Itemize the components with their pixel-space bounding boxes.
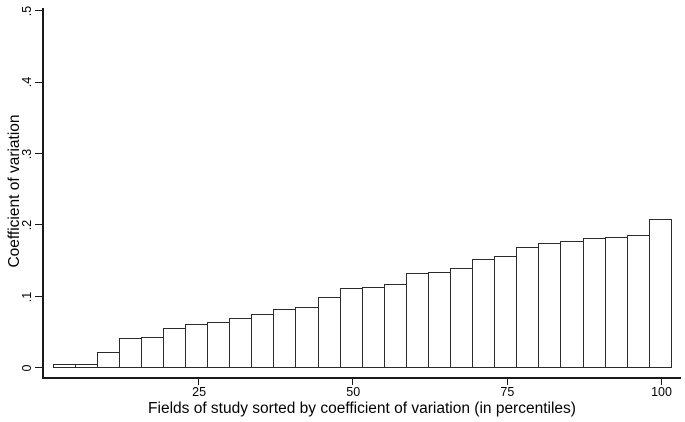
x-tick-label: 50	[346, 385, 361, 399]
x-axis-title: Fields of study sorted by coefficient of…	[148, 400, 576, 417]
bar	[273, 308, 297, 368]
y-tick-mark	[35, 224, 42, 226]
y-tick-label: .1	[19, 291, 34, 302]
x-tick-mark	[352, 379, 354, 385]
bar	[582, 238, 606, 368]
x-tick-mark	[660, 379, 662, 385]
bar	[163, 328, 187, 368]
bar	[339, 288, 363, 368]
bar	[52, 364, 76, 368]
y-tick-label: 0	[19, 364, 34, 372]
x-tick-label: 25	[192, 385, 207, 399]
bar	[648, 218, 672, 368]
bar	[538, 243, 562, 368]
bar	[74, 364, 98, 368]
bar	[626, 235, 650, 368]
x-tick-mark	[198, 379, 200, 385]
bar	[295, 306, 319, 368]
x-tick-mark	[506, 379, 508, 385]
bar	[251, 313, 275, 368]
bar	[516, 246, 540, 368]
y-tick-label: .5	[19, 5, 34, 17]
x-tick-label: 75	[500, 385, 515, 399]
y-tick-label: .4	[19, 77, 34, 88]
bar	[207, 322, 231, 368]
y-tick-mark	[35, 153, 42, 154]
bar	[361, 287, 385, 368]
bar	[229, 318, 253, 368]
bar	[560, 240, 584, 368]
bar	[96, 352, 120, 368]
bar	[450, 268, 474, 368]
bar	[185, 323, 209, 368]
y-tick-mark	[35, 81, 42, 83]
bar	[604, 236, 628, 368]
bar	[140, 337, 164, 368]
y-axis-line	[42, 8, 44, 379]
bar	[317, 297, 341, 368]
bar	[472, 258, 496, 368]
y-tick-mark	[35, 10, 42, 12]
bar	[494, 255, 518, 368]
y-tick-mark	[35, 367, 42, 369]
bar	[427, 271, 452, 368]
bar	[118, 338, 142, 368]
bar	[405, 273, 429, 368]
bar	[383, 283, 407, 368]
y-axis-title: Coefficient of variation	[6, 114, 23, 268]
y-tick-mark	[35, 295, 42, 297]
x-axis-line	[42, 377, 681, 379]
x-tick-label: 100	[651, 385, 672, 399]
